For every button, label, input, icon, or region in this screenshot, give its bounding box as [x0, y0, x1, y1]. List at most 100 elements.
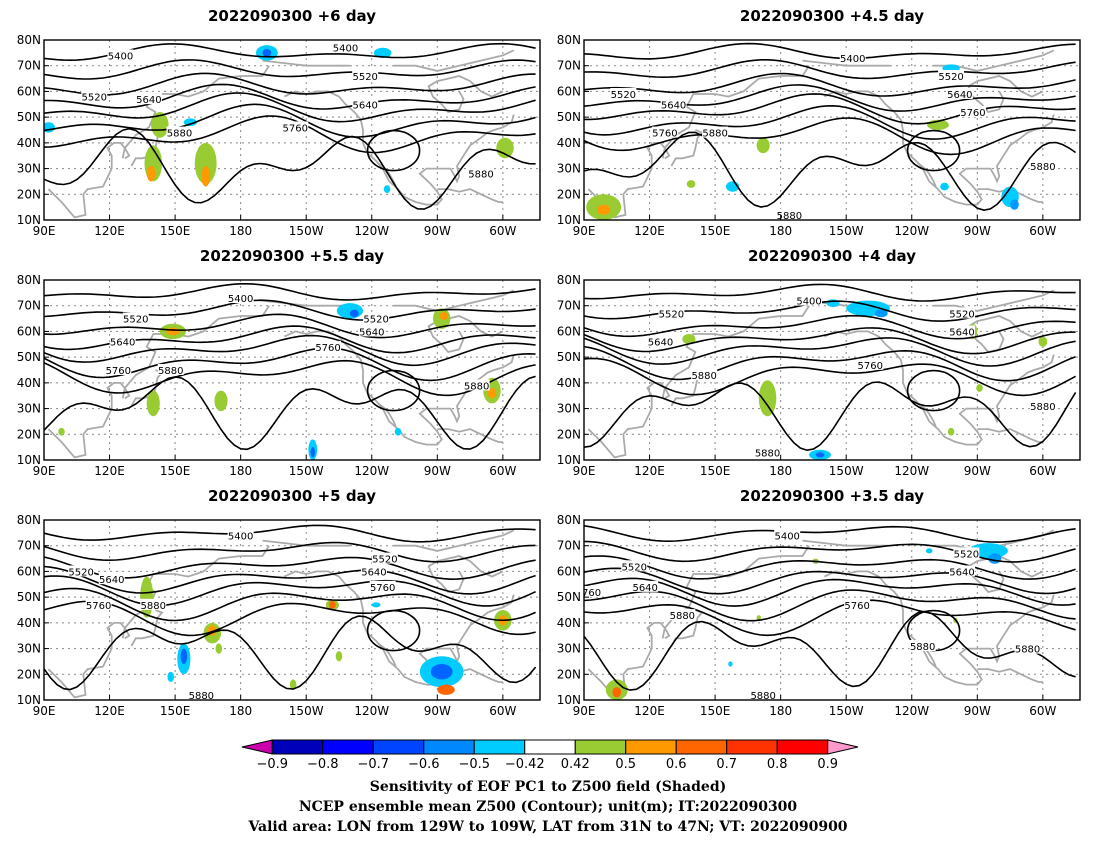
z500-contour [44, 375, 536, 451]
contour-label: 5880 [468, 170, 493, 181]
z500-contour [584, 42, 1076, 60]
z500-contour [584, 104, 1076, 140]
coastline [130, 609, 164, 647]
lon-tick-label: 90E [573, 224, 596, 238]
z500-contour [44, 587, 536, 622]
sensitivity-shade [758, 380, 777, 417]
caption-line-1: Sensitivity of EOF PC1 to Z500 field (Sh… [370, 779, 726, 795]
sensitivity-shade [335, 651, 343, 662]
contour-label-bg [658, 307, 685, 319]
coastline [977, 428, 1043, 443]
contour-label-bg [796, 294, 823, 306]
z500-contour [44, 127, 536, 210]
lon-tick-label: 90E [33, 224, 56, 238]
lon-tick-label: 120W [894, 464, 929, 478]
map-panel: 2022090300 +6 day 5400 5400 5520 5520 5640 564… [17, 7, 541, 238]
z500-contour [584, 525, 1076, 543]
contour-label: 5880 [1015, 645, 1040, 656]
contour-label-bg [774, 529, 801, 541]
lat-tick-label: 30N [557, 642, 581, 656]
contour-label-bg [369, 580, 396, 592]
sensitivity-shade [167, 671, 175, 682]
coastline [47, 382, 131, 459]
coastline [121, 65, 270, 159]
contour-label-bg [105, 364, 132, 375]
sensitivity-shade [180, 648, 188, 664]
sensitivity-shade [976, 384, 983, 392]
colorbar-extend-low [241, 739, 273, 755]
coastline [262, 299, 350, 307]
lat-tick-label: 70N [557, 299, 581, 313]
lat-tick-label: 70N [17, 539, 41, 553]
contour-label-bg [109, 335, 136, 347]
contour-label: 5640 [136, 95, 161, 106]
sensitivity-shade [146, 390, 160, 417]
map-panel: 2022090300 +5 day54005520552056405640576… [17, 487, 541, 718]
contour-label: 5640 [361, 567, 386, 578]
colorbar-swatch [625, 739, 677, 755]
lon-tick-label: 180 [769, 704, 792, 718]
contour-label-bg [702, 126, 729, 138]
panel-frame [583, 279, 1081, 461]
coastline [967, 75, 1044, 114]
coastline [427, 315, 504, 354]
lon-tick-label: 120W [894, 224, 929, 238]
colorbar-swatch [473, 739, 526, 755]
colorbar: −0.9 −0.8 −0.7 −0.6 −0.5 −0.42 0.42 0.5 0.6 0.7 0.… [241, 739, 859, 772]
lon-tick-label: 150E [160, 704, 191, 718]
contour-label: 5520 [659, 309, 684, 320]
coastline [802, 539, 890, 547]
z500-contour [584, 345, 1076, 382]
lon-tick-label: 120W [894, 704, 929, 718]
z500-contour [584, 72, 1076, 97]
lat-tick-label: 40N [17, 136, 41, 150]
contour-label-bg [610, 88, 637, 99]
contour-label: 5640 [949, 327, 974, 338]
coastline [121, 305, 270, 399]
z500-contour [44, 103, 536, 138]
lon-tick-label: 150W [829, 224, 864, 238]
contour-label-bg [282, 121, 309, 133]
lat-tick-label: 50N [17, 590, 41, 604]
sensitivity-shade [487, 388, 497, 399]
contour-label-bg [98, 573, 125, 585]
coastline [917, 162, 937, 187]
lat-tick-label: 10N [557, 213, 581, 227]
coastline [824, 330, 1055, 446]
contour-label: 5640 [359, 327, 384, 338]
contour-label-bg [157, 364, 184, 375]
contour-label: 5400 [228, 531, 253, 542]
lon-tick-label: 60W [489, 224, 516, 238]
lon-tick-label: 180 [229, 704, 252, 718]
z500-contour [584, 283, 1076, 302]
coastline [393, 529, 515, 552]
panel-title: 2022090300 +5.5 day [200, 247, 384, 265]
lat-tick-label: 70N [17, 59, 41, 73]
lat-tick-label: 40N [557, 616, 581, 630]
map-panel: 2022090300 +4 day 5400 5520 5520 5640 5640 576… [557, 247, 1081, 478]
z500-contour [584, 540, 1076, 563]
contour-label: 5760 [858, 361, 883, 372]
contour-label: 5880 [910, 642, 935, 653]
contour-label: 5520 [949, 309, 974, 320]
contour-label-bg [81, 90, 108, 102]
sensitivity-shade [612, 687, 622, 698]
z500-contour [44, 541, 536, 563]
colorbar-label: −0.9 [257, 757, 289, 772]
contour-label-bg [358, 325, 385, 337]
contour-label-bg [332, 41, 359, 53]
coastline [967, 555, 1044, 594]
coastline [427, 555, 504, 594]
z500-contour [584, 357, 1076, 397]
z500-contour [584, 555, 1076, 580]
colorbar-swatch [372, 739, 425, 755]
lat-tick-label: 80N [17, 273, 41, 287]
sensitivity-shade [371, 602, 381, 608]
z500-contour [44, 334, 536, 367]
contour-label: 5760 [283, 123, 308, 134]
lat-tick-label: 60N [17, 84, 41, 98]
contour-label: 5880 [691, 371, 716, 382]
contour-label-bg [946, 88, 973, 99]
lat-tick-label: 10N [17, 453, 41, 467]
contour-label: 5400 [108, 51, 133, 62]
